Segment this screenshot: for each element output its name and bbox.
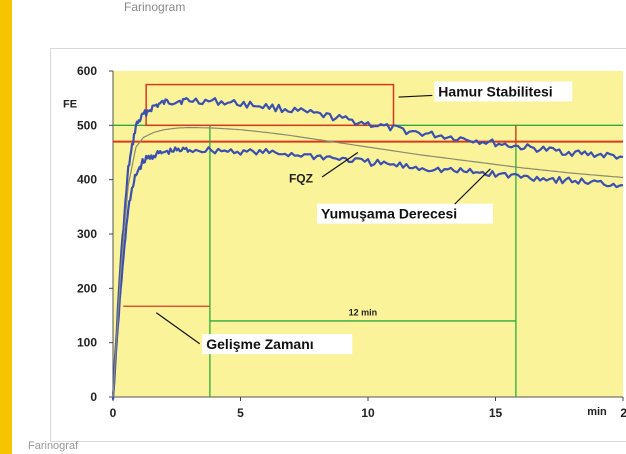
chart-frame: 0 100 200 300 400 500 600 0 5 10 15 20 min FE Hamur St… <box>50 48 626 442</box>
figure-card: Farinogram 0 100 200 300 400 500 600 0 5 10 15 20 mi… <box>12 0 626 454</box>
y-tick-label: 600 <box>77 64 97 78</box>
y-tick-label: 100 <box>77 336 97 350</box>
x-axis-label: min <box>587 406 607 418</box>
x-tick-label: 10 <box>361 406 375 420</box>
y-tick-label: 300 <box>77 227 97 241</box>
y-axis-label: FE <box>63 99 77 111</box>
annotation-gelisme-zamani: Gelişme Zamanı <box>206 336 313 352</box>
annotation-pointer <box>321 152 359 178</box>
y-tick-label: 0 <box>90 390 97 404</box>
annotation-pointer <box>398 94 433 98</box>
x-tick-label: 5 <box>237 406 244 420</box>
annotation-yumusama-derecesi: Yumuşama Derecesi <box>321 206 457 222</box>
plot-area <box>113 71 623 397</box>
annotation-hamur-stabilitesi: Hamur Stabilitesi <box>438 83 552 99</box>
x-tick-label: 20 <box>620 406 626 420</box>
series-line <box>112 126 624 398</box>
annotation-pointer <box>156 312 201 345</box>
figure-caption-top: Farinogram <box>124 0 186 14</box>
series-line <box>111 97 624 400</box>
annotation-gelisme-zamani-box <box>202 334 353 355</box>
y-tick-label: 400 <box>77 173 97 187</box>
farinogram-chart: 0 100 200 300 400 500 600 0 5 10 15 20 min FE Hamur St… <box>63 64 626 420</box>
y-tick-label: 200 <box>77 281 97 295</box>
series-line <box>111 146 624 395</box>
annotation-yumusama-derecesi-box <box>317 203 493 224</box>
figure-caption-bottom: Farinograf <box>28 440 79 452</box>
stability-box <box>145 83 395 127</box>
annotation-duration: 12 min <box>349 308 378 318</box>
annotation-hamur-stabilitesi-box <box>434 81 573 102</box>
x-tick-label: 0 <box>110 406 117 420</box>
x-tick-label: 15 <box>489 406 503 420</box>
annotation-fqz: FQZ <box>289 171 313 185</box>
annotation-pointer <box>454 168 491 205</box>
y-tick-label: 500 <box>77 118 97 132</box>
